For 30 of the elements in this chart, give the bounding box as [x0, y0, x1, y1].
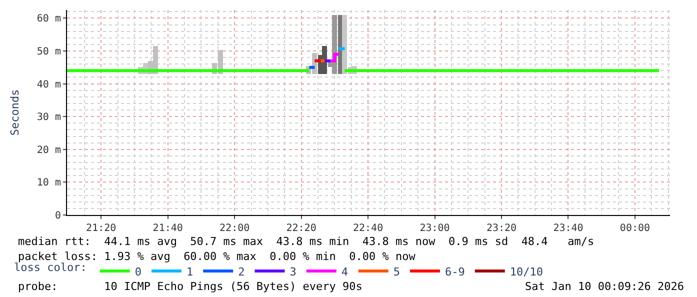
text: packet loss: 1.93 % avg 60.00 % max 0.00 % min 0.00 % now: [18, 250, 416, 263]
legend-title: loss color:: [14, 260, 87, 274]
x-tick-label: 23:20: [486, 223, 517, 234]
x-tick-label: 00:00: [620, 223, 650, 234]
legend-label: 2: [238, 265, 245, 278]
y-axis-title: Seconds: [8, 89, 22, 136]
legend-label: 0: [134, 265, 142, 278]
y-tick-label: 40 m: [36, 79, 61, 90]
x-tick-label: 23:00: [420, 223, 450, 234]
text: median rtt: 44.1 ms avg 50.7 ms max 43.8 ms min 43.8 ms now 0.9 ms sd 48.4 am/s: [18, 235, 594, 248]
x-tick-label: 22:00: [220, 223, 250, 234]
text: probe: 10 ICMP Echo Pings (56 Bytes) every 90s: [18, 280, 362, 293]
y-tick-label: 60 m: [36, 14, 61, 25]
x-tick-label: 21:40: [152, 223, 183, 234]
y-tick-label: 30 m: [36, 112, 61, 124]
y-tick-label: 0: [54, 210, 61, 222]
legend-label: 3: [290, 265, 296, 278]
legend-label: 6-9: [444, 265, 465, 278]
legend-label: 4: [341, 265, 348, 278]
legend-label: 10/10: [510, 265, 543, 278]
text: Sat Jan 10 00:09:26 2026: [525, 280, 684, 293]
y-tick-label: 20 m: [36, 144, 61, 156]
x-tick-label: 22:20: [286, 223, 316, 234]
legend-label: 5: [393, 265, 400, 278]
x-tick-label: 22:40: [352, 223, 384, 234]
x-tick-label: 23:40: [553, 223, 584, 234]
y-tick-label: 10 m: [36, 178, 61, 189]
y-tick-label: 50 m: [36, 46, 61, 58]
x-tick-label: 21:20: [86, 223, 116, 234]
legend-label: 1: [186, 265, 194, 278]
